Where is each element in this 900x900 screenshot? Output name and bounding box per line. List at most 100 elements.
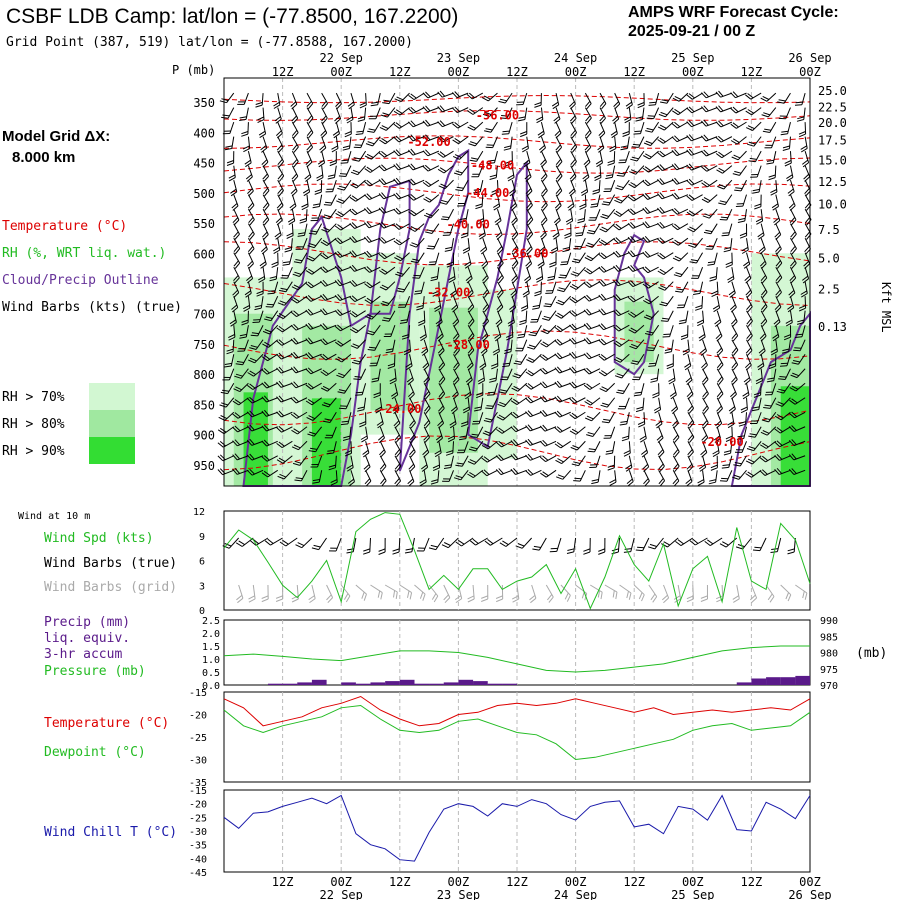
- upper-wind-barb-flag: [256, 293, 264, 297]
- upper-wind-barb: [618, 310, 630, 317]
- upper-wind-barb-flag: [571, 366, 577, 373]
- upper-wind-barb-flag: [337, 324, 344, 330]
- upper-wind-barb: [720, 107, 733, 113]
- upper-wind-barb-flag: [686, 481, 693, 487]
- upper-wind-barb-flag: [784, 160, 792, 164]
- surface-wind-barb-flag: [649, 543, 657, 547]
- upper-wind-barb-flag: [661, 99, 669, 102]
- upper-wind-barb-flag: [249, 396, 256, 403]
- grid-point-label: Grid Point (387, 519) lat/lon = (-77.858…: [6, 35, 413, 50]
- upper-wind-barb: [423, 382, 431, 394]
- upper-wind-barb: [779, 440, 791, 448]
- upper-wind-barb-flag: [673, 449, 679, 456]
- upper-wind-barb-flag: [511, 275, 517, 282]
- upper-wind-barb-flag: [764, 128, 772, 131]
- upper-wind-barb: [742, 194, 747, 207]
- upper-wind-barb: [785, 107, 791, 119]
- upper-wind-barb: [270, 310, 279, 321]
- upper-wind-barb-flag: [335, 358, 343, 363]
- upper-wind-barb-flag: [366, 266, 373, 272]
- upper-wind-barb: [281, 339, 293, 346]
- precip-bar: [780, 677, 796, 685]
- upper-wind-barb-flag: [357, 406, 365, 410]
- upper-wind-barb-flag: [236, 361, 244, 363]
- upper-wind-barb-flag: [562, 249, 570, 253]
- upper-wind-barb: [362, 122, 367, 134]
- surface-wind-barb-flag: [566, 551, 574, 554]
- upper-wind-barb: [638, 368, 645, 380]
- upper-wind-barb-flag: [539, 382, 546, 389]
- upper-wind-barb: [238, 397, 249, 406]
- upper-wind-barb-flag: [556, 380, 563, 387]
- upper-wind-barb: [335, 455, 337, 468]
- upper-wind-barb: [511, 194, 518, 206]
- surface-wind-barb: [241, 537, 254, 547]
- upper-wind-barb: [728, 455, 733, 468]
- upper-wind-barb-flag: [446, 261, 454, 265]
- upper-wind-barb-flag: [547, 278, 555, 281]
- upper-wind-barb: [570, 150, 577, 162]
- upper-wind-barb-flag: [331, 148, 339, 153]
- windchill-tick-label: -15: [189, 786, 207, 797]
- upper-wind-barb-flag: [770, 351, 778, 356]
- upper-wind-barb-flag: [312, 481, 320, 484]
- upper-wind-barb-flag: [645, 314, 653, 319]
- upper-wind-barb-flag: [221, 116, 229, 119]
- upper-wind-barb-flag: [292, 175, 299, 182]
- upper-wind-barb-flag: [556, 426, 563, 432]
- upper-wind-barb-flag: [303, 191, 310, 197]
- upper-wind-barb-flag: [783, 336, 791, 341]
- upper-wind-barb-flag: [725, 261, 733, 266]
- legend-wind-speed: Wind Spd (kts): [44, 531, 154, 546]
- surface-wind-barb-flag: [441, 544, 449, 549]
- upper-wind-barb-flag: [674, 135, 680, 141]
- upper-wind-barb-flag: [322, 117, 328, 124]
- upper-wind-barb-flag: [687, 420, 693, 427]
- upper-wind-barb-flag: [424, 214, 431, 219]
- upper-wind-barb-flag: [674, 192, 680, 199]
- upper-wind-barb: [247, 296, 251, 309]
- upper-wind-barb: [467, 310, 475, 322]
- upper-wind-barb-flag: [746, 292, 753, 298]
- upper-wind-barb-flag: [598, 324, 604, 331]
- upper-wind-barb: [716, 296, 721, 309]
- windchill-tick-label: -35: [189, 841, 207, 852]
- upper-wind-barb-flag: [703, 393, 709, 400]
- upper-wind-barb-flag: [314, 189, 322, 193]
- upper-wind-barb-flag: [613, 118, 620, 124]
- upper-wind-barb: [321, 136, 327, 149]
- upper-wind-barb-flag: [650, 380, 658, 383]
- upper-wind-barb-flag: [731, 347, 737, 354]
- upper-wind-barb-flag: [542, 424, 548, 431]
- grid-wind-barb-flag: [530, 597, 537, 604]
- upper-wind-barb: [383, 223, 396, 229]
- surface-wind-barb: [742, 537, 752, 550]
- upper-wind-barb-flag: [453, 172, 461, 176]
- upper-wind-barb-flag: [800, 290, 808, 295]
- upper-wind-barb: [392, 339, 396, 352]
- upper-wind-barb: [306, 150, 313, 163]
- upper-wind-barb: [357, 339, 366, 349]
- upper-wind-barb-flag: [556, 338, 563, 345]
- upper-wind-barb-flag: [747, 335, 753, 342]
- upper-wind-barb-flag: [591, 481, 599, 485]
- upper-wind-barb-flag: [454, 379, 460, 385]
- grid-wind-barb-flag: [600, 592, 603, 600]
- upper-wind-barb-flag: [438, 391, 444, 398]
- surface-wind-barb-flag: [752, 549, 761, 552]
- upper-wind-barb-flag: [525, 384, 532, 390]
- upper-wind-barb-flag: [308, 232, 316, 235]
- upper-wind-barb-flag: [600, 117, 606, 124]
- upper-wind-barb-flag: [513, 398, 520, 404]
- upper-wind-barb-flag: [461, 232, 468, 236]
- upper-wind-barb-flag: [294, 271, 302, 275]
- upper-wind-barb: [570, 92, 576, 105]
- grid-wind-barb-flag: [674, 598, 681, 603]
- upper-wind-barb: [423, 310, 426, 323]
- upper-wind-barb-flag: [364, 283, 371, 289]
- upper-wind-barb-flag: [349, 296, 356, 302]
- upper-wind-barb: [592, 426, 601, 437]
- upper-wind-barb: [804, 165, 811, 177]
- upper-wind-barb-flag: [450, 406, 457, 412]
- upper-wind-barb-flag: [274, 116, 281, 122]
